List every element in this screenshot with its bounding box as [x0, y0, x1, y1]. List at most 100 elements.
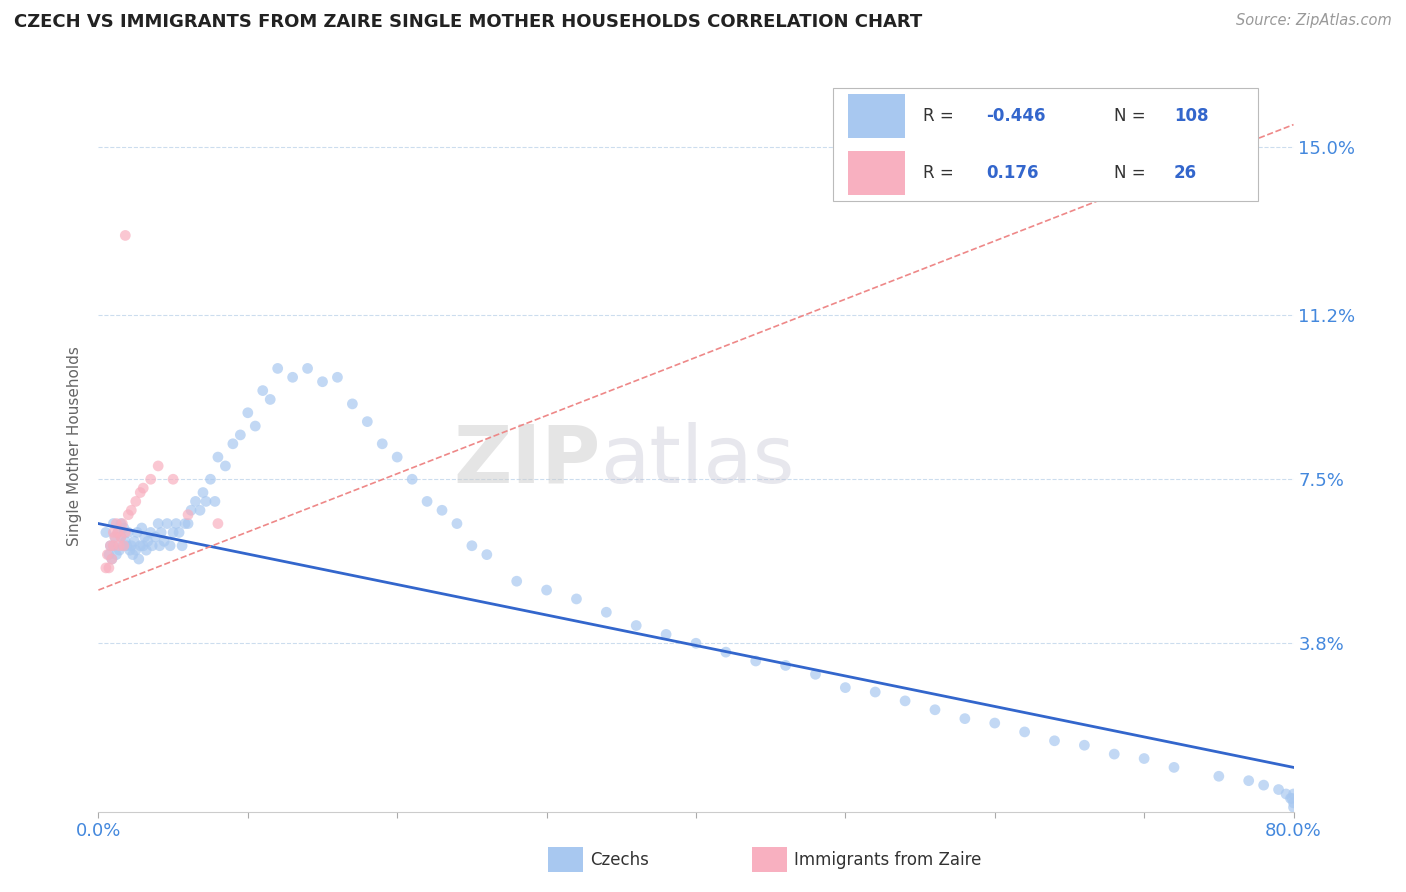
Point — [98, 539, 122, 553]
Point — [714, 645, 737, 659]
Point — [111, 539, 134, 553]
Point — [112, 539, 135, 553]
Point — [148, 458, 170, 473]
Text: Immigrants from Zaire: Immigrants from Zaire — [794, 851, 981, 869]
Point — [195, 494, 218, 508]
Point — [1267, 782, 1289, 797]
Point — [103, 525, 125, 540]
Point — [229, 428, 252, 442]
Text: ZIP: ZIP — [453, 422, 600, 500]
Point — [446, 516, 468, 531]
Point — [112, 521, 135, 535]
Point — [1208, 769, 1230, 783]
Text: 0.176: 0.176 — [987, 163, 1039, 182]
Text: -0.446: -0.446 — [987, 107, 1046, 125]
Point — [132, 481, 155, 495]
Point — [626, 618, 648, 632]
Point — [1073, 738, 1095, 752]
Point — [1282, 796, 1305, 810]
Text: R =: R = — [924, 163, 959, 182]
Text: Czechs: Czechs — [591, 851, 650, 869]
Point — [371, 437, 394, 451]
Point — [165, 516, 187, 531]
Point — [1014, 725, 1036, 739]
Point — [118, 543, 141, 558]
Point — [214, 458, 236, 473]
Point — [139, 472, 162, 486]
Point — [114, 228, 136, 243]
Point — [1275, 787, 1298, 801]
Point — [103, 516, 125, 531]
Point — [1104, 747, 1126, 761]
Point — [924, 703, 946, 717]
Point — [1237, 773, 1260, 788]
Point — [180, 503, 202, 517]
Point — [177, 516, 200, 531]
Point — [124, 534, 146, 549]
Point — [134, 530, 156, 544]
FancyBboxPatch shape — [834, 87, 1258, 201]
Point — [1281, 791, 1303, 805]
Point — [107, 525, 129, 540]
Point — [222, 437, 245, 451]
Point — [174, 516, 197, 531]
Point — [894, 694, 917, 708]
Point — [1133, 751, 1156, 765]
Point — [125, 494, 148, 508]
Point — [103, 539, 125, 553]
Text: Source: ZipAtlas.com: Source: ZipAtlas.com — [1236, 13, 1392, 29]
Point — [150, 525, 173, 540]
Point — [191, 485, 214, 500]
FancyBboxPatch shape — [848, 94, 905, 138]
Point — [297, 361, 319, 376]
Text: R =: R = — [924, 107, 959, 125]
Point — [281, 370, 304, 384]
Point — [110, 530, 132, 544]
Point — [200, 472, 222, 486]
Point — [1279, 791, 1302, 805]
Point — [385, 450, 409, 464]
Point — [401, 472, 423, 486]
Point — [114, 525, 136, 540]
Point — [565, 591, 588, 606]
Text: CZECH VS IMMIGRANTS FROM ZAIRE SINGLE MOTHER HOUSEHOLDS CORRELATION CHART: CZECH VS IMMIGRANTS FROM ZAIRE SINGLE MO… — [14, 13, 922, 31]
Point — [162, 525, 184, 540]
Point — [184, 494, 207, 508]
Point — [204, 494, 226, 508]
Point — [685, 636, 707, 650]
Point — [104, 530, 127, 544]
Point — [745, 654, 768, 668]
Point — [167, 525, 190, 540]
Point — [128, 552, 150, 566]
Point — [143, 530, 166, 544]
Point — [207, 516, 229, 531]
Point — [94, 525, 117, 540]
Point — [953, 712, 976, 726]
Point — [1043, 733, 1066, 747]
Point — [115, 539, 138, 553]
Point — [267, 361, 290, 376]
Point — [153, 534, 176, 549]
Point — [129, 539, 152, 553]
Point — [595, 605, 617, 619]
Point — [105, 548, 128, 562]
Point — [110, 530, 132, 544]
Point — [1282, 787, 1305, 801]
Point — [252, 384, 274, 398]
Point — [141, 539, 163, 553]
Point — [207, 450, 229, 464]
Point — [342, 397, 364, 411]
Point — [136, 534, 159, 549]
Point — [139, 525, 162, 540]
Point — [120, 503, 142, 517]
Point — [94, 561, 117, 575]
Point — [245, 419, 267, 434]
Point — [131, 521, 153, 535]
Point — [97, 561, 120, 575]
Point — [127, 525, 149, 540]
Point — [103, 539, 125, 553]
Point — [98, 539, 122, 553]
Point — [120, 539, 142, 553]
Point — [536, 583, 558, 598]
Point — [101, 552, 124, 566]
